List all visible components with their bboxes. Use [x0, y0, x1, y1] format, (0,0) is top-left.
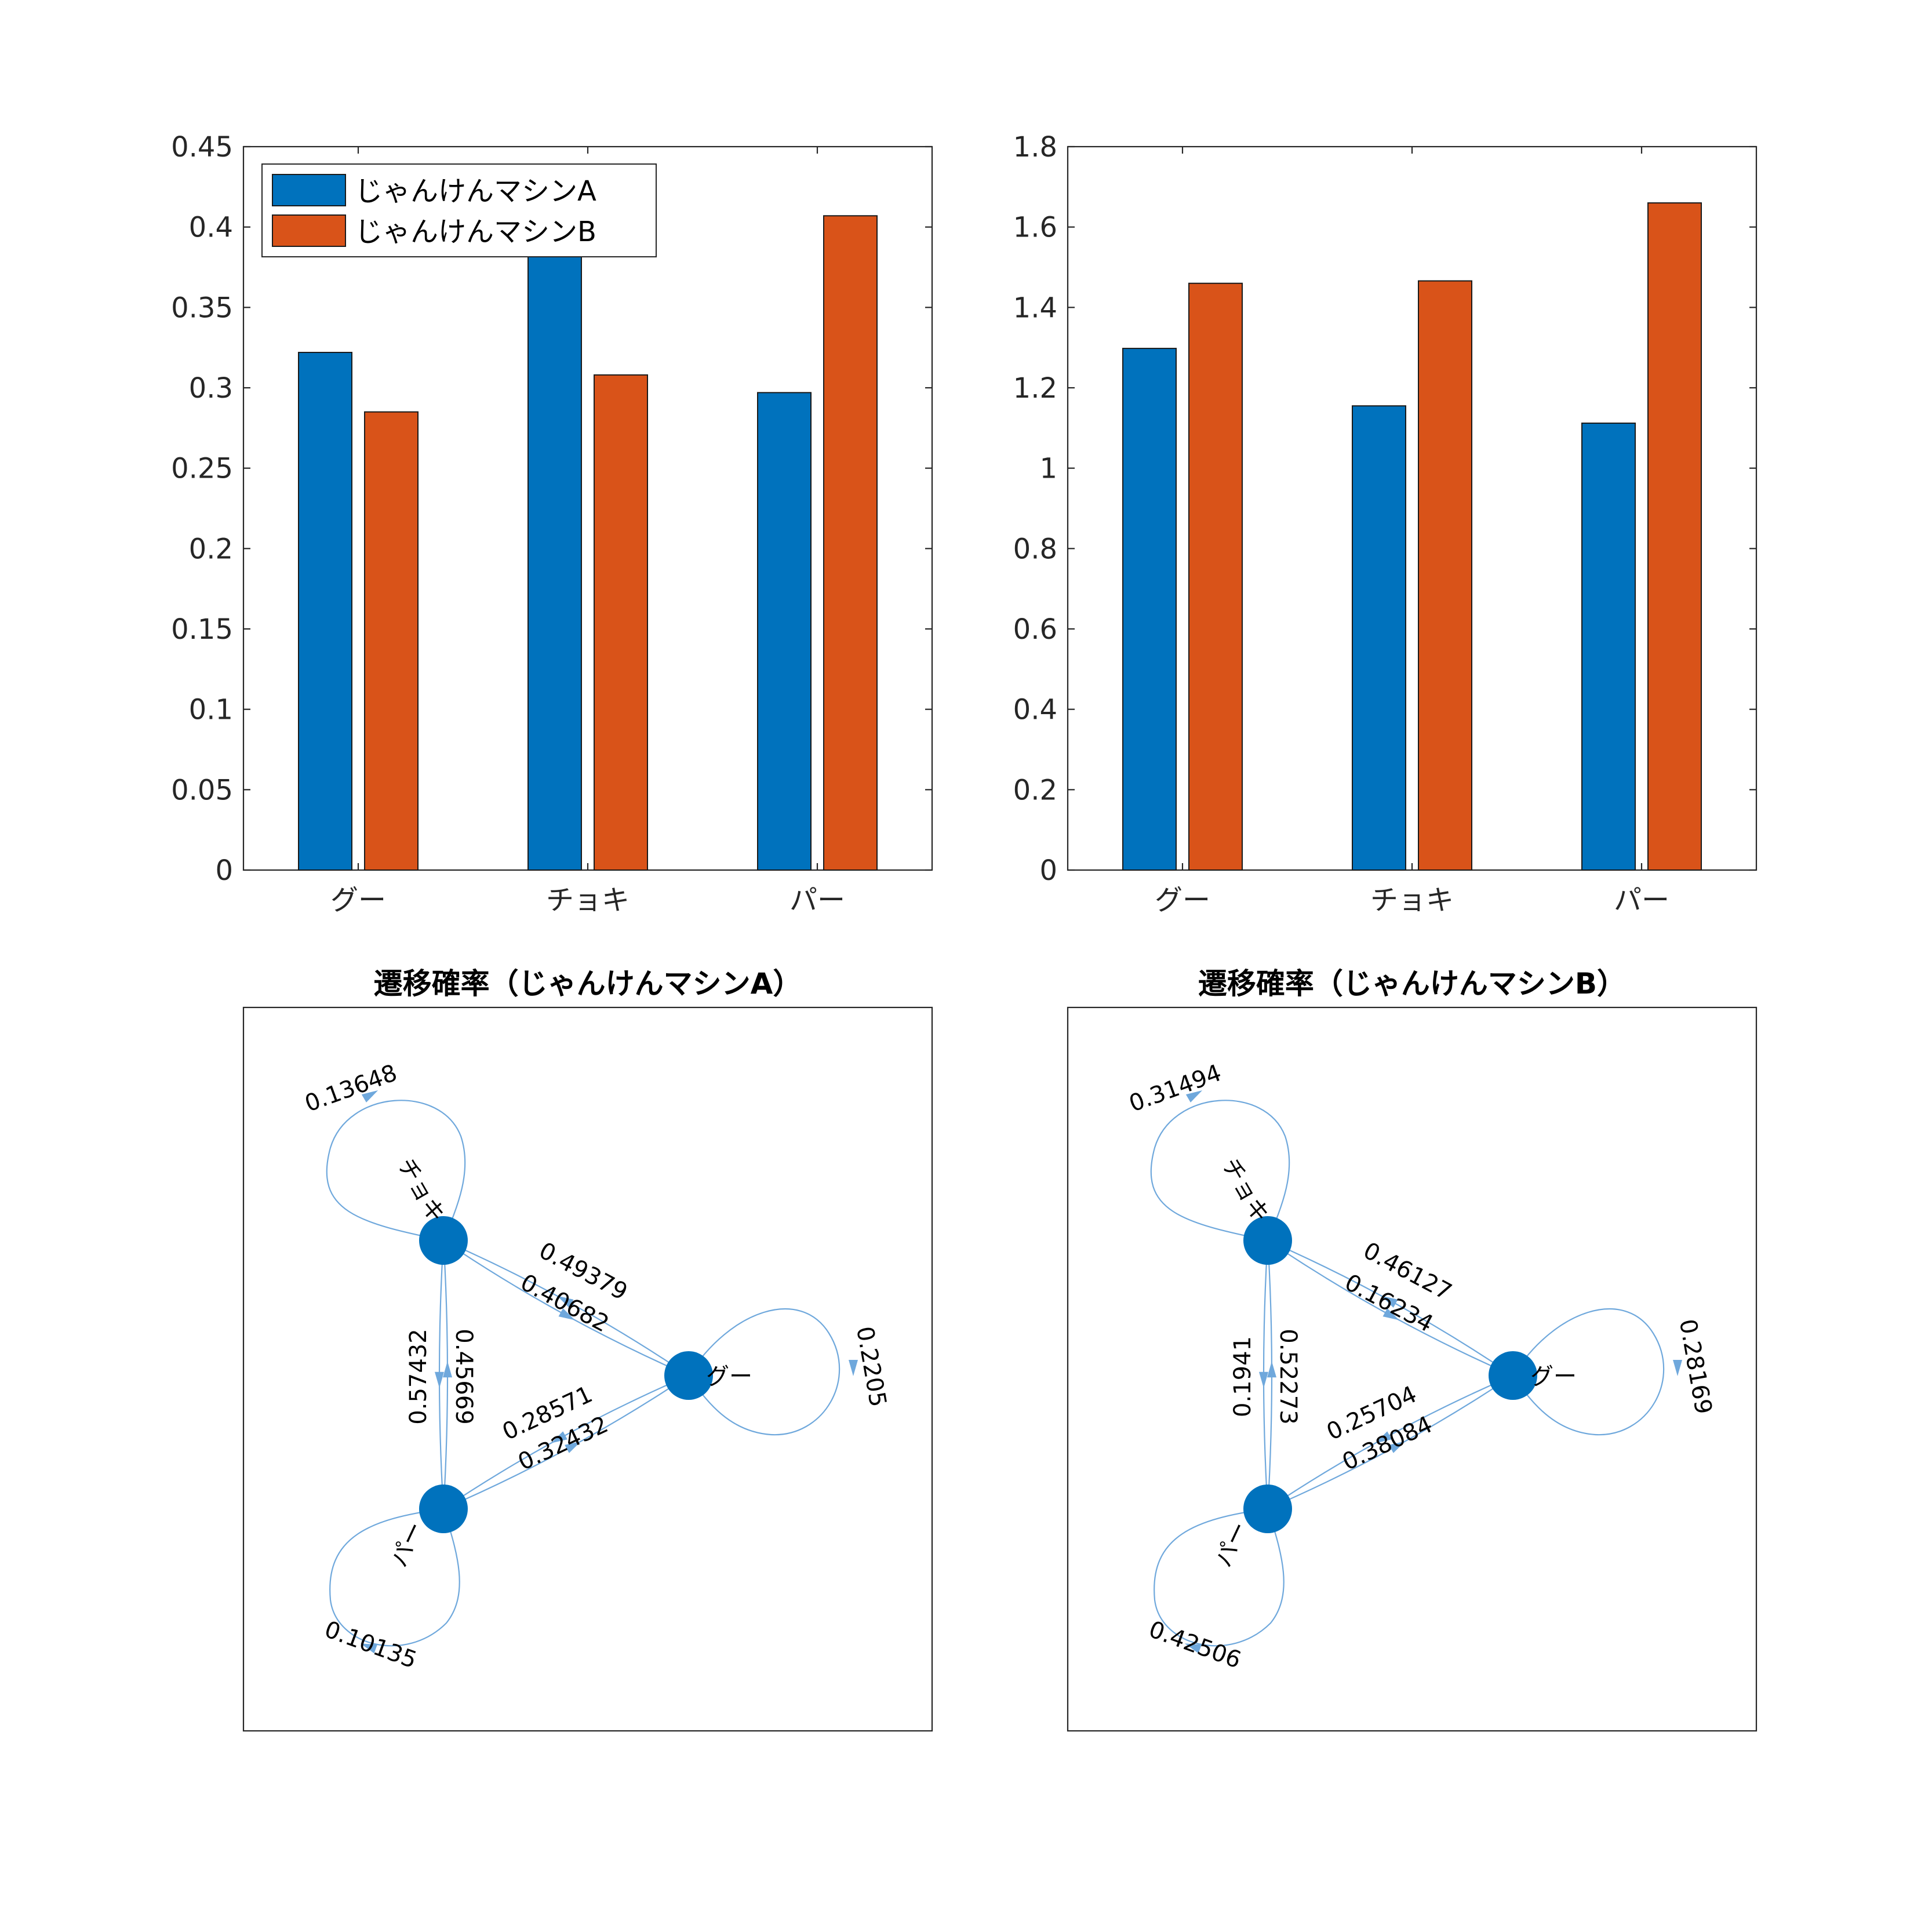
bar: [823, 215, 878, 871]
edge-arrow: [1389, 1441, 1406, 1453]
edge-arrow: [565, 1441, 581, 1453]
bar: [1352, 405, 1406, 871]
node-label: チョキ: [392, 1154, 450, 1227]
self-loop: [688, 1308, 841, 1436]
y-tick-label: 0.1: [189, 694, 233, 726]
legend-entry: じゃんけんマシンB: [355, 216, 596, 248]
edge-arrow: [1184, 1643, 1202, 1654]
edge-label: 0.10135: [321, 1616, 420, 1674]
edge-arrow: [849, 1360, 858, 1376]
y-tick-label: 0: [1039, 854, 1057, 887]
node-label: パー: [385, 1518, 429, 1571]
y-tick-label: 0.2: [1013, 774, 1057, 806]
self-loop: [326, 1100, 466, 1242]
graph-node: [664, 1351, 713, 1400]
node-label: パー: [1210, 1518, 1253, 1571]
y-tick-label: 0.4: [1013, 694, 1057, 726]
node-label: グー: [706, 1363, 752, 1390]
y-tick-label: 0.2: [189, 533, 233, 565]
bar: [298, 351, 352, 871]
x-tick-label: グー: [1155, 884, 1210, 916]
y-tick-label: 1.4: [1013, 292, 1057, 324]
y-tick-label: 0.05: [171, 774, 233, 806]
y-tick-label: 1.6: [1013, 212, 1057, 244]
y-tick-label: 0.6: [1013, 613, 1057, 646]
y-tick-label: 0.25: [171, 453, 233, 485]
edge-label: 0.31494: [1126, 1060, 1225, 1118]
node-label: チョキ: [1216, 1154, 1274, 1227]
y-tick-label: 1: [1039, 453, 1057, 485]
y-tick-label: 0.45: [171, 131, 233, 163]
edge-arrow: [557, 1296, 574, 1308]
edge-label: 0.13648: [301, 1060, 401, 1118]
edge-label: 0.42506: [1145, 1616, 1245, 1674]
legend-swatch: [272, 174, 346, 206]
y-tick-label: 1.2: [1013, 372, 1057, 405]
y-tick-label: 0.8: [1013, 533, 1057, 565]
edge-arrow: [1673, 1360, 1682, 1376]
graph-frame: [242, 1006, 933, 1732]
node-label: グー: [1530, 1363, 1577, 1390]
edge-arrow: [558, 1308, 575, 1320]
x-tick-label: チョキ: [546, 884, 630, 916]
edge-arrow: [1185, 1090, 1203, 1103]
edge-arrow: [361, 1090, 379, 1103]
y-tick-label: 0.4: [189, 212, 233, 244]
bar: [1188, 282, 1243, 871]
self-loop: [329, 1508, 460, 1647]
graph-frame: [1067, 1006, 1758, 1732]
graph-node: [1489, 1351, 1537, 1400]
edge-arrow: [1382, 1308, 1399, 1320]
graph-node: [1243, 1216, 1292, 1265]
edge-label: 0.57432: [405, 1329, 432, 1424]
graph-title: 遷移確率（じゃんけんマシンA）: [374, 967, 802, 1000]
edge-arrow: [1381, 1296, 1398, 1308]
edge-arrow: [360, 1643, 377, 1654]
self-loop: [1150, 1100, 1290, 1242]
bar: [757, 392, 812, 871]
legend-swatch: [272, 214, 346, 247]
y-tick-label: 0.3: [189, 372, 233, 405]
bar: [1122, 348, 1177, 871]
x-tick-label: パー: [1614, 884, 1669, 916]
edge-arrow: [551, 1431, 567, 1443]
edge-arrow: [1258, 1371, 1268, 1388]
y-tick-label: 1.8: [1013, 131, 1057, 163]
y-tick-label: 0.15: [171, 613, 233, 646]
y-tick-label: 0: [215, 854, 233, 887]
edge-label: 0.28169: [1674, 1317, 1717, 1416]
edge-arrow: [443, 1361, 453, 1378]
bar: [594, 374, 648, 871]
bar-chart-b: 0 0.2 0.4 0.6 0.8 1 1.2 1.4 1.6 1.8 グー チョキ パー: [1013, 131, 1758, 916]
bar: [364, 411, 419, 871]
bar-chart-a: 0 0.05 0.1 0.15 0.2 0.25 0.3 0.35 0.4 0.45 グー チョキ パー…: [171, 131, 933, 916]
edge-label: 0.45669: [450, 1329, 477, 1424]
graph-title: 遷移確率（じゃんけんマシンB）: [1198, 967, 1626, 1000]
edge-arrow: [1375, 1431, 1392, 1443]
edge-label: 0.1941: [1229, 1336, 1256, 1417]
edge-label: 0.2205: [851, 1325, 892, 1409]
self-loop: [1512, 1308, 1665, 1436]
legend-entry: じゃんけんマシンA: [355, 175, 596, 208]
x-tick-label: パー: [789, 884, 845, 916]
edge-arrow: [1267, 1361, 1277, 1378]
bar: [527, 250, 582, 871]
edge-label: 0.52273: [1275, 1329, 1301, 1424]
x-tick-label: チョキ: [1370, 884, 1454, 916]
edge-arrow: [434, 1371, 444, 1388]
y-tick-label: 0.35: [171, 292, 233, 324]
graph-node: [419, 1485, 468, 1533]
graph-node: [419, 1216, 468, 1265]
bar: [1647, 202, 1702, 871]
self-loop: [1154, 1508, 1285, 1647]
x-tick-label: グー: [330, 884, 386, 916]
bar: [1581, 423, 1636, 871]
bar: [1418, 280, 1472, 871]
graph-node: [1243, 1485, 1292, 1533]
